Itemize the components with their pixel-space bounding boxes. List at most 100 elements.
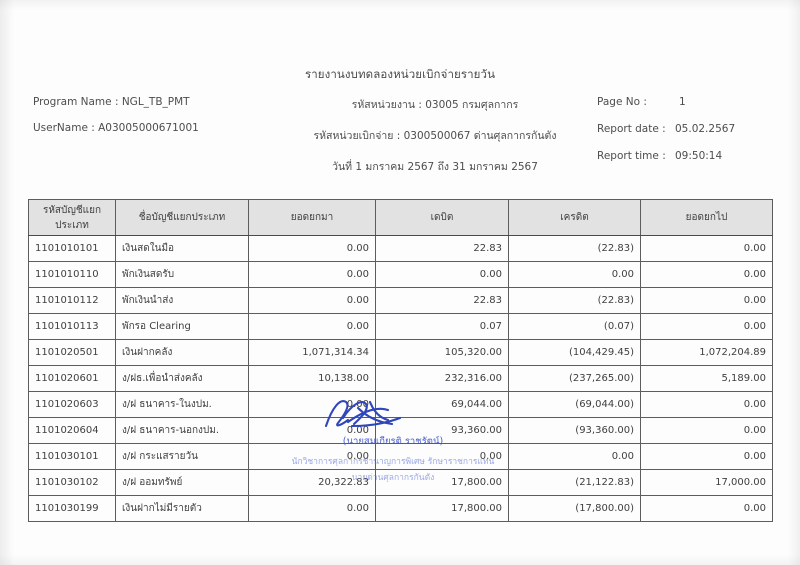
page-no-value: 1: [679, 96, 686, 108]
table-row: 1101030199 เงินฝากไม่มีรายตัว 0.00 17,800.0…: [28, 495, 773, 522]
header-right-column: Page No : 1 Report date : 05.02.2567 Rep…: [597, 96, 797, 177]
cell-account-code: 1101020603: [28, 391, 116, 418]
cell-debit: 17,800.00: [375, 495, 509, 522]
disbursement-unit: รหัสหน่วยเบิกจ่าย : 0300500067 ด่านศุลกา…: [313, 130, 557, 142]
cell-brought-forward: 1,071,314.34: [248, 339, 376, 366]
table-row: 1101030102 ง/ฝ ออมทรัพย์ 20,322.83 17,800.0…: [28, 469, 773, 496]
page-title: รายงานงบทดลองหน่วยเบิกจ่ายรายวัน: [304, 67, 496, 81]
column-header-carry-forward: ยอดยกไป: [640, 199, 773, 236]
column-header-account-code: รหัสบัญชีแยกประเภท: [28, 199, 116, 236]
cell-carry-forward: 0.00: [640, 443, 773, 470]
cell-account-name: พักรอ Clearing: [115, 313, 249, 340]
cell-account-name: เงินฝากไม่มีรายตัว: [115, 495, 249, 522]
table-row: 1101020601 ง/ฝธ.เพื่อนำส่งคลัง 10,138.00 23…: [28, 365, 773, 392]
ledger-table-body: 1101010101 เงินสดในมือ 0.00 22.83 (22.83) 0.0…: [28, 235, 773, 522]
column-header-debit: เดบิต: [375, 199, 509, 236]
cell-account-name: ง/ฝ ธนาคาร-นอกงปม.: [115, 417, 249, 444]
cell-credit: (69,044.00): [508, 391, 641, 418]
cell-credit: 0.00: [508, 261, 641, 288]
cell-credit: (21,122.83): [508, 469, 641, 496]
cell-credit: (17,800.00): [508, 495, 641, 522]
user-name: UserName : A03005000671001: [33, 122, 199, 134]
cell-credit: (237,265.00): [508, 365, 641, 392]
table-row: 1101010113 พักรอ Clearing 0.00 0.07 (0.07) 0.…: [28, 313, 773, 340]
report-date-label: Report date :: [597, 123, 666, 135]
table-row: 1101010112 พักเงินนำส่ง 0.00 22.83 (22.83) 0.…: [28, 287, 773, 314]
cell-credit: (22.83): [508, 235, 641, 262]
table-row: 1101020501 เงินฝากคลัง 1,071,314.34 105,320…: [28, 339, 773, 366]
report-date-row: Report date : 05.02.2567: [597, 123, 797, 136]
cell-carry-forward: 0.00: [640, 235, 773, 262]
cell-brought-forward: 0.00: [248, 443, 376, 470]
cell-account-name: เงินสดในมือ: [115, 235, 249, 262]
report-date-value: 05.02.2567: [675, 123, 736, 135]
page-no-row: Page No : 1: [597, 96, 797, 109]
cell-account-code: 1101010101: [28, 235, 116, 262]
page-no-label: Page No :: [597, 96, 647, 108]
cell-brought-forward: 0.00: [248, 391, 376, 418]
cell-account-name: เงินฝากคลัง: [115, 339, 249, 366]
cell-carry-forward: 0.00: [640, 261, 773, 288]
table-row: 1101030101 ง/ฝ กระแสรายวัน 0.00 0.00 0.00 0.0…: [28, 443, 773, 470]
cell-debit: 69,044.00: [375, 391, 509, 418]
cell-account-name: ง/ฝ ธนาคาร-ในงปม.: [115, 391, 249, 418]
column-header-brought-forward: ยอดยกมา: [248, 199, 376, 236]
cell-account-name: พักเงินนำส่ง: [115, 287, 249, 314]
cell-account-code: 1101020601: [28, 365, 116, 392]
ledger-table: รหัสบัญชีแยกประเภท ชื่อบัญชีแยกประเภท ยอ…: [28, 199, 773, 522]
cell-brought-forward: 0.00: [248, 313, 376, 340]
column-header-credit: เครดิต: [508, 199, 641, 236]
cell-debit: 0.00: [375, 261, 509, 288]
cell-brought-forward: 0.00: [248, 287, 376, 314]
agency-code: รหัสหน่วยงาน : 03005 กรมศุลกากร: [351, 99, 519, 111]
cell-account-name: ง/ฝ กระแสรายวัน: [115, 443, 249, 470]
report-period: วันที่ 1 มกราคม 2567 ถึง 31 มกราคม 2567: [332, 161, 538, 173]
cell-carry-forward: 0.00: [640, 417, 773, 444]
report-header: Program Name : NGL_TB_PMT UserName : A03…: [0, 96, 800, 176]
cell-debit: 0.00: [375, 443, 509, 470]
cell-account-name: พักเงินสดรับ: [115, 261, 249, 288]
cell-carry-forward: 0.00: [640, 313, 773, 340]
cell-credit: (104,429.45): [508, 339, 641, 366]
cell-credit: (22.83): [508, 287, 641, 314]
cell-debit: 22.83: [375, 235, 509, 262]
column-header-account-name: ชื่อบัญชีแยกประเภท: [115, 199, 249, 236]
cell-carry-forward: 0.00: [640, 287, 773, 314]
cell-account-code: 1101030101: [28, 443, 116, 470]
cell-debit: 22.83: [375, 287, 509, 314]
cell-brought-forward: 0.00: [248, 495, 376, 522]
cell-debit: 17,800.00: [375, 469, 509, 496]
cell-account-code: 1101010110: [28, 261, 116, 288]
cell-carry-forward: 0.00: [640, 495, 773, 522]
cell-account-code: 1101030102: [28, 469, 116, 496]
cell-debit: 0.07: [375, 313, 509, 340]
cell-credit: (93,360.00): [508, 417, 641, 444]
cell-account-code: 1101010112: [28, 287, 116, 314]
program-name: Program Name : NGL_TB_PMT: [33, 96, 190, 108]
cell-brought-forward: 20,322.83: [248, 469, 376, 496]
cell-debit: 93,360.00: [375, 417, 509, 444]
table-row: 1101020604 ง/ฝ ธนาคาร-นอกงปม. 0.00 93,360.0…: [28, 417, 773, 444]
cell-debit: 232,316.00: [375, 365, 509, 392]
table-row: 1101010110 พักเงินสดรับ 0.00 0.00 0.00 0.00: [28, 261, 773, 288]
cell-carry-forward: 17,000.00: [640, 469, 773, 496]
report-time-label: Report time :: [597, 150, 666, 162]
cell-carry-forward: 1,072,204.89: [640, 339, 773, 366]
header-center-column: รหัสหน่วยงาน : 03005 กรมศุลกากร รหัสหน่ว…: [290, 96, 580, 189]
table-row: 1101010101 เงินสดในมือ 0.00 22.83 (22.83) 0.0…: [28, 235, 773, 262]
report-time-value: 09:50:14: [675, 150, 723, 162]
cell-brought-forward: 0.00: [248, 261, 376, 288]
cell-carry-forward: 5,189.00: [640, 365, 773, 392]
cell-account-code: 1101020501: [28, 339, 116, 366]
cell-brought-forward: 10,138.00: [248, 365, 376, 392]
cell-credit: (0.07): [508, 313, 641, 340]
header-left-column: Program Name : NGL_TB_PMT UserName : A03…: [33, 96, 199, 148]
cell-account-name: ง/ฝ ออมทรัพย์: [115, 469, 249, 496]
cell-carry-forward: 0.00: [640, 391, 773, 418]
cell-account-name: ง/ฝธ.เพื่อนำส่งคลัง: [115, 365, 249, 392]
report-time-row: Report time : 09:50:14: [597, 150, 797, 163]
cell-debit: 105,320.00: [375, 339, 509, 366]
table-row: 1101020603 ง/ฝ ธนาคาร-ในงปม. 0.00 69,044.00…: [28, 391, 773, 418]
cell-credit: 0.00: [508, 443, 641, 470]
